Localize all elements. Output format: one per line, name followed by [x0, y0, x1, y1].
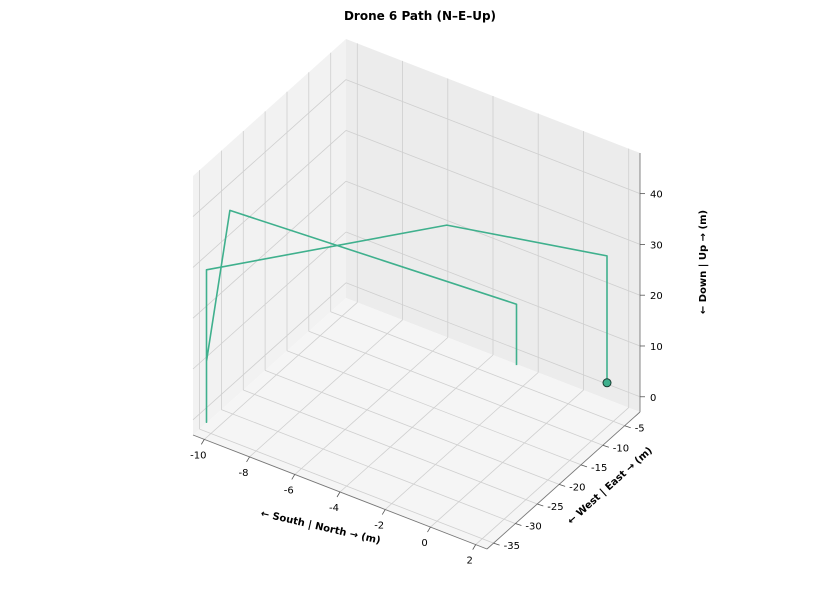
x-gridline-floor	[430, 389, 584, 528]
y-tick-mark	[580, 464, 588, 468]
y-tick-label: -5	[635, 424, 645, 435]
y-tick-mark	[602, 444, 609, 448]
x-gridline-floor	[204, 302, 358, 440]
x-gridline-floor	[249, 319, 403, 458]
y-tick-label: -15	[591, 463, 607, 474]
x-tick-mark	[472, 544, 477, 550]
z-gridline-back	[345, 180, 641, 296]
start-point-marker	[602, 378, 612, 388]
x-tick-label: -4	[329, 503, 339, 514]
x-tick-label: -6	[284, 486, 294, 497]
y-tick-label: -25	[547, 502, 563, 513]
y-gridline-floor	[308, 330, 603, 446]
x-tick-mark	[381, 509, 386, 515]
z-tick-label: 40	[650, 190, 663, 201]
y-tick-mark	[515, 523, 522, 526]
axis-ticks: -10-8-6-4-202-35-30-25-20-15-10-50102030…	[190, 190, 663, 567]
x-tick-label: 0	[421, 538, 427, 549]
x-tick-label: -8	[239, 468, 249, 479]
y-gridline-floor	[264, 370, 560, 485]
y-tick-mark	[493, 542, 500, 546]
left-pane	[193, 39, 346, 435]
y-gridline-floor	[243, 389, 538, 505]
series-layer	[205, 209, 612, 424]
z-gridline-left	[192, 231, 347, 370]
x-tick-mark	[246, 456, 250, 463]
x-tick-mark	[200, 439, 205, 445]
y-gridline-floor	[199, 428, 494, 544]
y-gridline-floor	[286, 350, 582, 466]
y-tick-label: -35	[504, 541, 520, 552]
flight-path-line	[205, 209, 608, 424]
z-gridline-back	[345, 79, 641, 194]
z-tick-label: 20	[650, 291, 663, 302]
x-tick-label: -2	[374, 521, 384, 532]
z-gridline-left	[192, 180, 347, 319]
z-gridline-left	[192, 79, 347, 217]
z-tick-label: 30	[650, 240, 663, 251]
z-tick-label: 10	[650, 342, 663, 353]
y-gridline-floor	[330, 311, 625, 427]
y-tick-label: -20	[569, 482, 585, 493]
z-gridline-back	[345, 282, 641, 398]
x-gridline-floor	[339, 354, 494, 493]
x-tick-mark	[336, 491, 341, 498]
chart-title: Drone 6 Path (N–E–Up)	[344, 9, 496, 23]
x-gridline-floor	[475, 407, 629, 545]
x-tick-label: -10	[190, 450, 206, 461]
y-tick-label: -30	[525, 522, 541, 533]
x-gridline-floor	[384, 372, 539, 510]
z-axis-label: ← Down | Up → (m)	[698, 210, 709, 314]
y-tick-label: -10	[613, 443, 629, 454]
x-tick-mark	[427, 526, 431, 533]
y-axis-line	[486, 411, 641, 550]
x-axis-label: ← South | North → (m)	[260, 508, 382, 546]
z-gridline-left	[192, 130, 347, 268]
y-tick-mark	[537, 503, 544, 507]
x-tick-mark	[291, 474, 296, 480]
gridlines	[192, 43, 641, 545]
y-tick-mark	[624, 425, 631, 429]
y-gridline-floor	[221, 409, 516, 524]
z-tick-label: 0	[650, 393, 656, 404]
x-tick-label: 2	[467, 556, 473, 567]
x-gridline-floor	[294, 337, 449, 475]
z-gridline-left	[192, 282, 347, 421]
y-tick-mark	[559, 484, 566, 487]
z-gridline-back	[345, 231, 641, 347]
z-gridline-back	[345, 130, 641, 245]
